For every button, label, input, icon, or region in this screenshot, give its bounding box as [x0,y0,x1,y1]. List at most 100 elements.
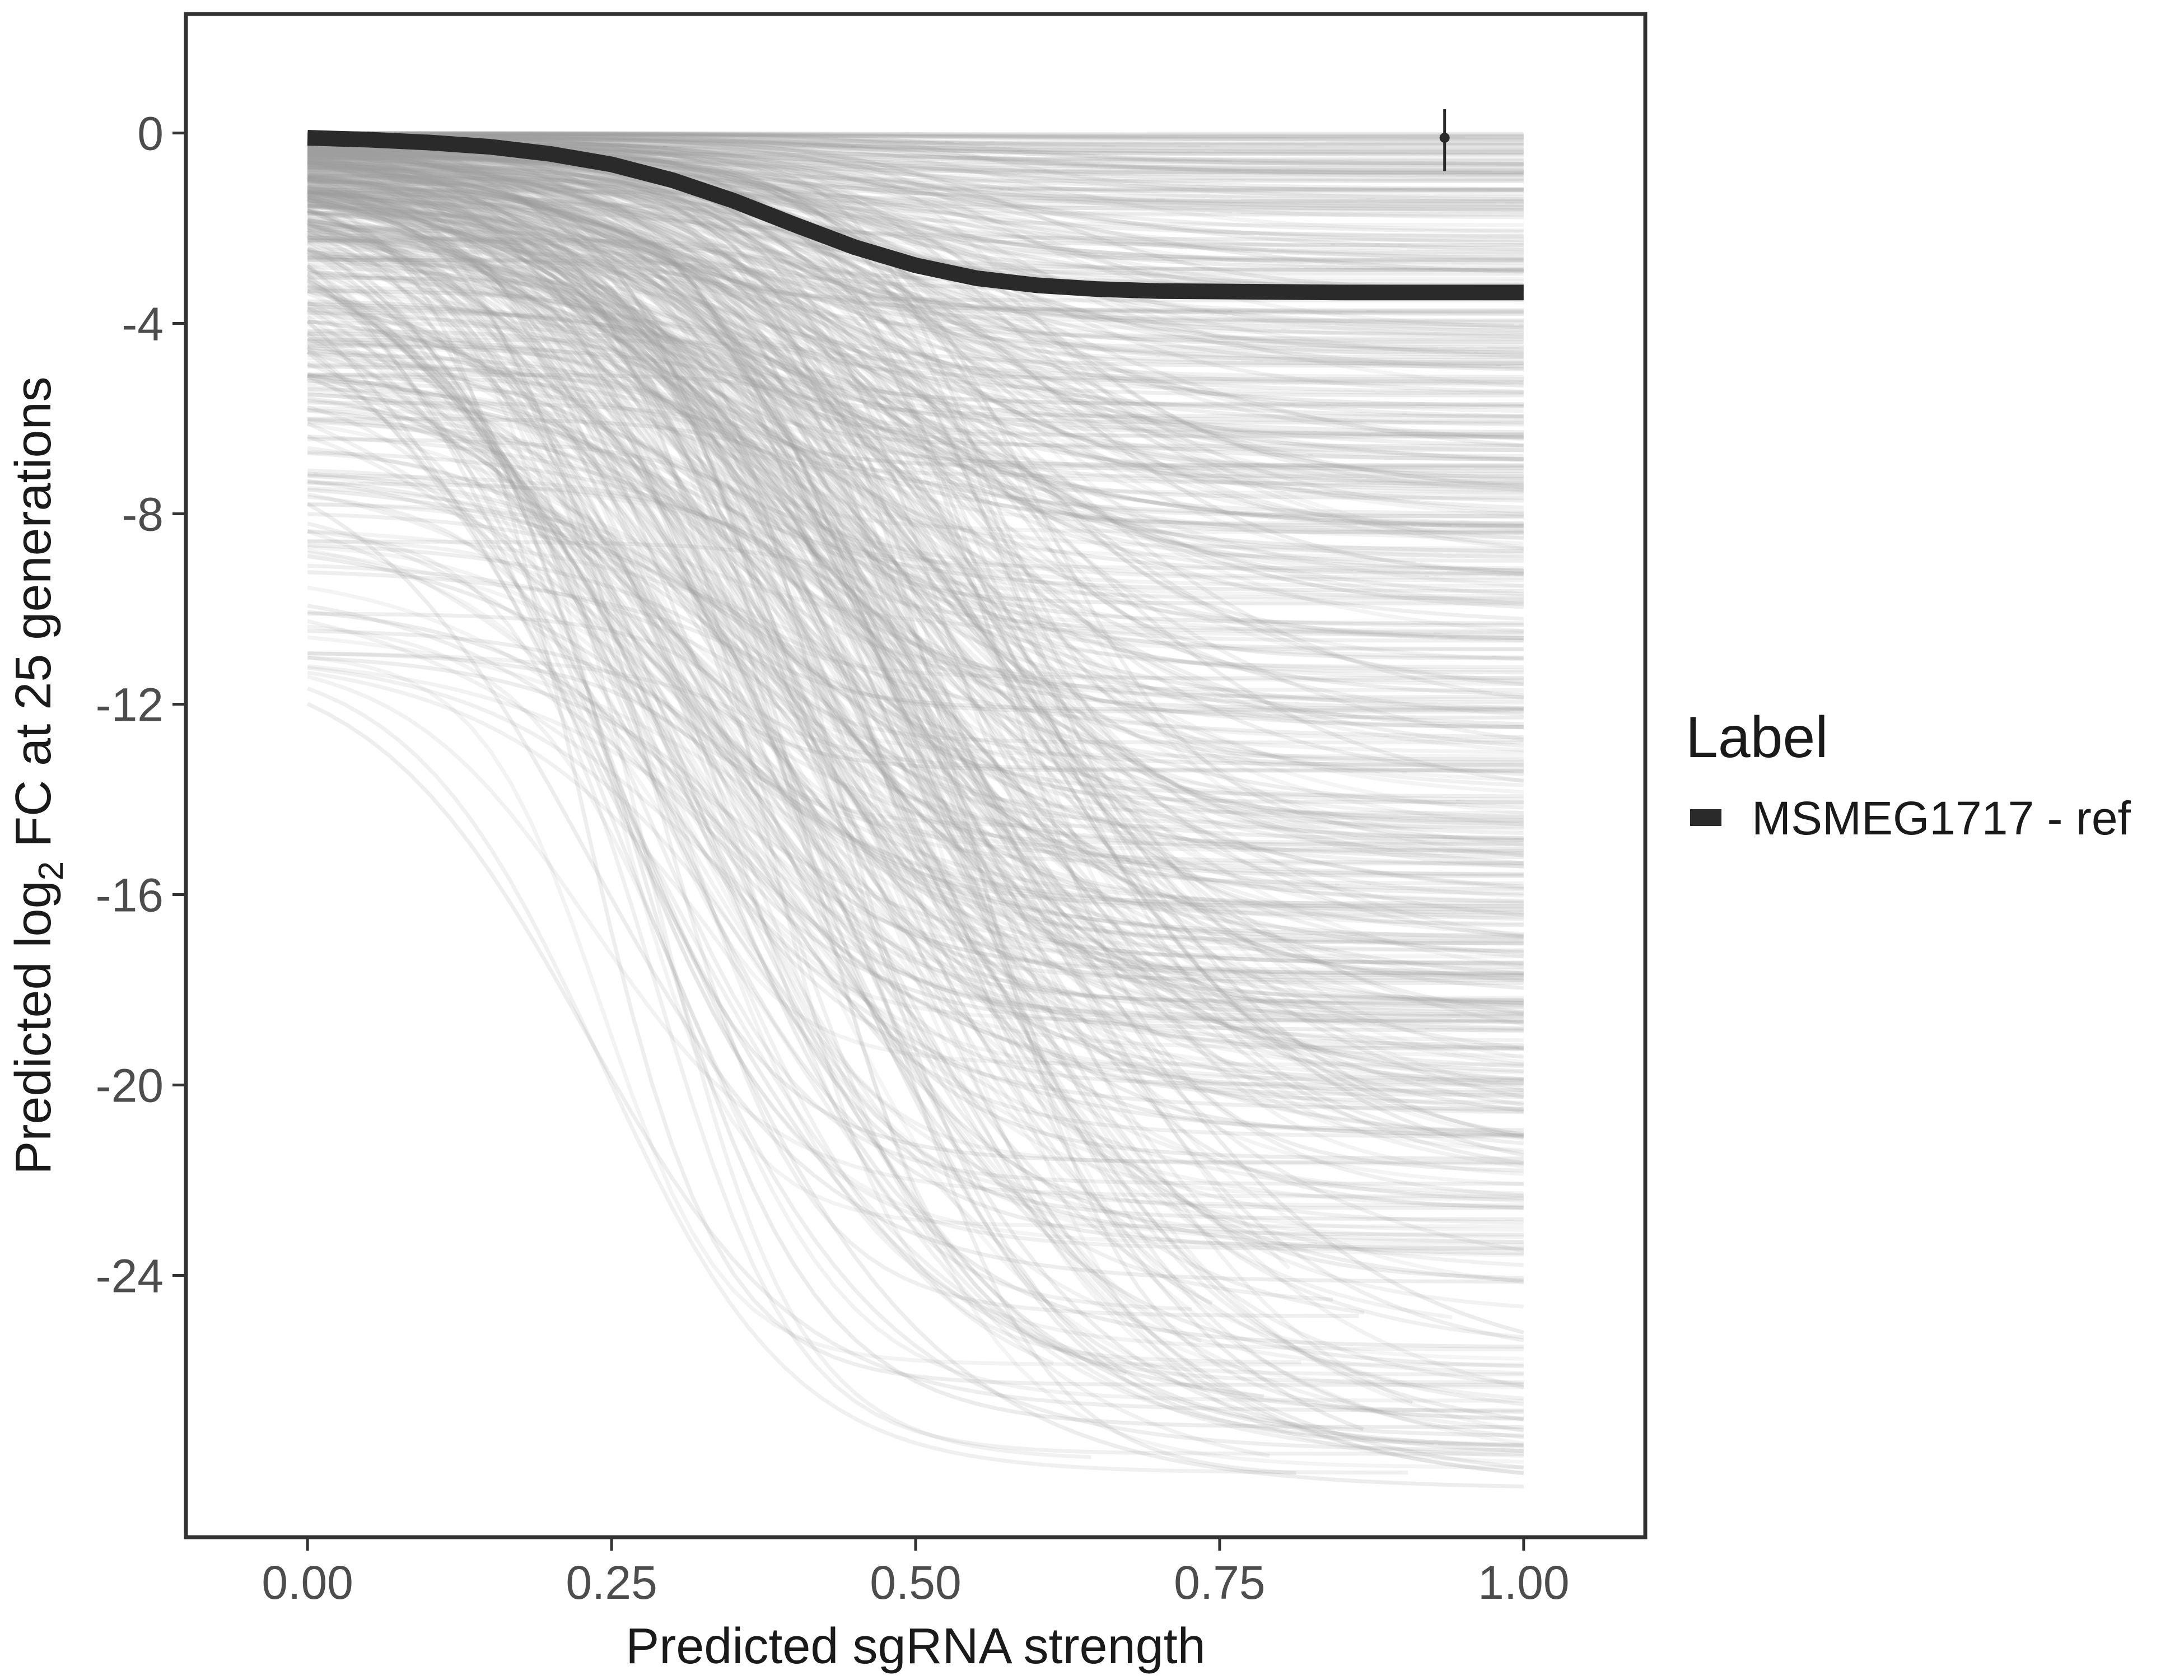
background-curve [307,545,1524,1051]
background-curve [307,254,1524,468]
background-curve [307,392,1524,1387]
background-curve [307,133,1524,209]
background-curve [307,285,1524,486]
background-curve [307,346,1524,1207]
background-curve [307,151,1524,407]
background-curve [307,302,1524,559]
background-curve [307,154,1524,1137]
background-curve [307,132,1524,147]
background-curve [307,150,1524,1146]
background-curve [307,164,1524,493]
background-curve [307,220,1524,1137]
background-curve [307,157,1524,287]
background-curve [307,131,1524,155]
background-curve [306,197,1524,1387]
background-curve [307,176,1333,1302]
background-curve [307,189,1524,1438]
background-curve [307,187,1524,316]
background-curve [307,155,1524,452]
background-curve [307,548,1524,1244]
legend-entry-label: MSMEG1717 - ref [1752,792,2131,844]
background-curve [307,159,1524,830]
background-curve [307,166,1524,787]
x-tick-label: 0.25 [566,1556,657,1609]
background-curve [307,629,1524,1448]
background-curve [307,165,1524,461]
background-curve [307,165,1524,891]
background-curve [307,175,1524,577]
y-axis-title-suffix: FC at 25 generations [6,376,62,861]
background-curve [307,319,1524,729]
background-curve [307,226,1524,1082]
background-curve [307,146,1524,227]
background-curve [307,288,1524,580]
background-curve [307,222,1524,726]
y-axis-title-prefix: Predicted log [6,880,62,1174]
background-curve [307,160,1524,339]
background-curve [307,209,1524,419]
background-curve [307,619,1524,1200]
background-curve [307,230,1524,1475]
background-curve [307,374,1524,593]
background-curve [307,275,1524,917]
background-curve [307,379,1524,748]
background-curve [307,185,1524,489]
background-curve [307,408,1524,860]
background-curve [307,224,1524,1361]
background-curve [307,189,1524,1024]
background-curve [307,585,1524,1011]
background-curve [307,344,1524,606]
background-curve [307,139,1524,714]
y-tick-label: -20 [96,1060,164,1112]
background-curve [307,347,1524,1005]
background-curve [307,330,1524,1091]
highlight-series-line [307,130,1524,301]
background-curve [307,203,1524,447]
background-curve [307,174,1291,1270]
background-curve [307,133,1524,178]
background-curve [307,161,1524,500]
background-curve [307,171,1524,1085]
background-curve [307,148,1524,439]
background-curve [307,472,1524,1283]
background-curve [306,308,1524,953]
background-curve [307,202,1301,1364]
background-curve [307,356,1524,550]
background-curve [307,139,1524,387]
background-curve [307,156,1524,351]
background-curve [307,165,1524,969]
background-curve [307,161,1524,848]
background-curve [307,180,1524,651]
background-curve [307,396,1524,1221]
background-curve [307,190,1524,398]
background-curve [307,135,1524,251]
background-curve [307,352,1524,822]
background-curve [307,139,1524,484]
background-curve [307,161,1524,754]
background-curve [307,635,1524,1033]
background-curve [307,193,1524,990]
background-curve [307,153,1524,829]
background-curve [307,187,1524,1051]
background-curve [307,158,1524,1161]
background-curve [307,176,1524,256]
y-tick-label: -12 [96,679,164,731]
background-curve [307,151,1524,261]
background-curve [306,267,1524,1429]
background-curve [307,311,1524,602]
background-curve [307,141,1524,424]
background-curve [307,181,1524,1002]
background-curve [307,131,1524,136]
background-curve [307,184,1524,1469]
background-curve [306,279,1524,1257]
background-curve [307,190,1524,1202]
background-curve [307,175,1524,767]
background-curve [307,253,1524,845]
background-curve [307,131,1524,142]
background-curve [307,364,1524,602]
background-curve [307,228,1524,981]
background-curve [307,315,1524,633]
background-curve [307,146,1524,633]
background-curve [307,446,1524,841]
background-curve [307,132,1524,139]
